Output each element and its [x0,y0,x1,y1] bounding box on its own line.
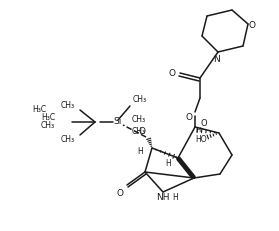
Text: O: O [117,188,124,198]
Text: CH₃: CH₃ [61,136,75,145]
Text: H₃C: H₃C [41,113,55,122]
Text: NH: NH [156,194,170,203]
Text: CH₃: CH₃ [132,128,146,137]
Text: O: O [201,119,207,128]
Text: O: O [169,69,175,77]
Text: CH₃: CH₃ [41,122,55,131]
Text: H₃C: H₃C [32,106,46,115]
Text: O: O [138,128,146,137]
Text: H: H [195,127,201,133]
Text: H: H [165,159,171,168]
Text: CH₃: CH₃ [133,95,147,104]
Text: O: O [186,113,193,122]
Text: N: N [213,55,219,64]
Text: O: O [249,21,256,30]
Text: HO: HO [195,134,207,143]
Text: Si: Si [114,118,122,127]
Text: CH₃: CH₃ [61,101,75,110]
Text: H: H [137,146,143,155]
Text: H: H [172,192,178,201]
Text: CH₃: CH₃ [132,116,146,125]
